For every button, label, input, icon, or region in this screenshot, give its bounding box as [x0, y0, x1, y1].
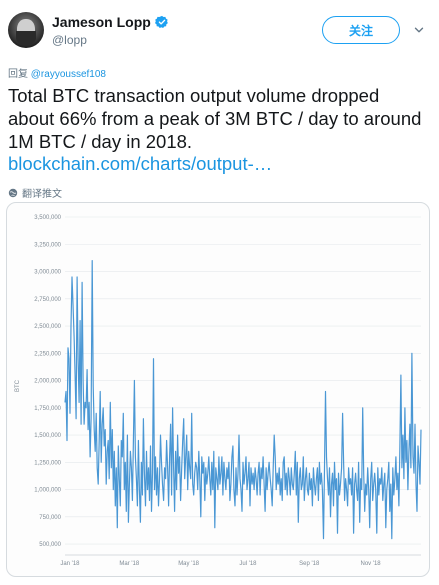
y-tick-label: 2,250,000 [34, 351, 61, 357]
y-tick-label: 500,000 [39, 542, 61, 548]
avatar-beard [16, 31, 36, 45]
btc-output-volume-chart: 3,500,000 3,250,000 3,000,000 2,750,000 2,50… [15, 215, 422, 567]
y-tick-label: 1,250,000 [34, 460, 61, 466]
y-tick-label: 1,000,000 [34, 488, 61, 494]
x-tick-label: Sep '18 [299, 561, 320, 567]
y-tick-label: 2,500,000 [34, 324, 61, 330]
y-tick-label: 1,500,000 [34, 433, 61, 439]
tweet-header: Jameson Lopp @lopp 关注 [0, 0, 439, 60]
x-tick-label: Nov '18 [360, 561, 381, 567]
y-axis-label: BTC [15, 379, 21, 392]
reply-prefix: 回复 [8, 69, 28, 80]
y-tick-label: 3,000,000 [34, 270, 61, 276]
x-tick-label: Mar '18 [119, 561, 139, 567]
user-handle[interactable]: @lopp [52, 33, 87, 47]
series-line [64, 259, 422, 540]
tweet-text: Total BTC transaction output volume drop… [8, 85, 422, 152]
reply-context: 回复 @rayyoussef108 [8, 65, 106, 80]
translate-label: 翻译推文 [22, 189, 62, 200]
y-tick-label: 2,750,000 [34, 297, 61, 303]
avatar[interactable] [8, 12, 44, 48]
y-tick-label: 750,000 [39, 515, 61, 521]
x-tick-label: May '18 [178, 561, 199, 567]
y-tick-label: 2,000,000 [34, 379, 61, 385]
y-tick-label: 1,750,000 [34, 406, 61, 412]
x-tick-label: Jan '18 [60, 561, 80, 567]
follow-button[interactable]: 关注 [322, 16, 400, 44]
translate-tweet[interactable]: 翻译推文 [8, 185, 62, 200]
caret-down-icon[interactable] [414, 25, 424, 35]
display-name[interactable]: Jameson Lopp [52, 14, 151, 30]
y-tick-label: 3,500,000 [34, 215, 61, 221]
x-tick-label: Jul '18 [239, 561, 257, 567]
verified-icon [154, 15, 168, 29]
name-row: Jameson Lopp [52, 14, 169, 30]
tweet-link[interactable]: blockchain.com/charts/output-… [8, 153, 273, 174]
reply-mention-link[interactable]: @rayyoussef108 [30, 69, 106, 80]
y-tick-label: 3,250,000 [34, 242, 61, 248]
globe-icon [8, 188, 18, 197]
chart-card[interactable]: 3,500,000 3,250,000 3,000,000 2,750,000 2,50… [6, 202, 430, 577]
